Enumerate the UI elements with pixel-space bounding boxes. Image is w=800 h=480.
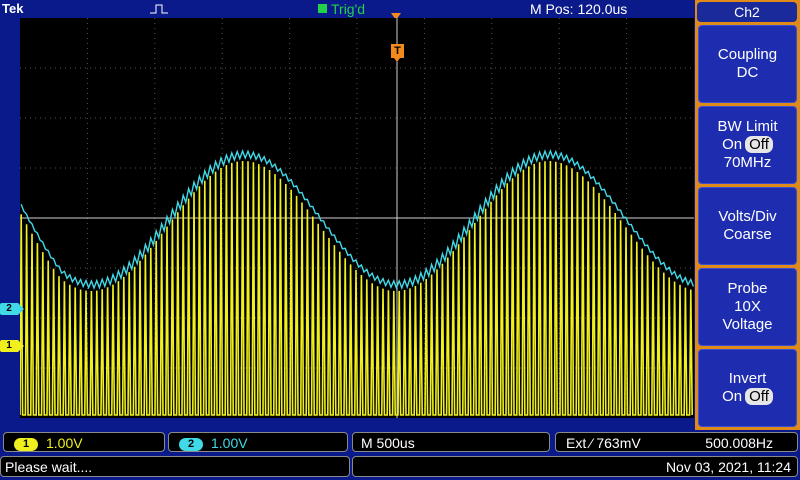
coupling-button[interactable]: Coupling DC <box>698 25 797 103</box>
top-status-bar: Tek Trig'd M Pos: 120.0us <box>0 0 694 18</box>
trigger-status-icon <box>318 4 327 13</box>
trigger-time-marker[interactable]: T <box>391 44 404 58</box>
ch1-scale-readout[interactable]: 1 1.00V <box>3 432 165 452</box>
waveforms <box>20 18 694 418</box>
side-menu: Ch2 Coupling DC BW Limit On Off 70MHz Vol… <box>695 0 800 430</box>
ch1-scale: 1.00V <box>46 435 83 451</box>
probe-button[interactable]: Probe 10X Voltage <box>698 268 797 346</box>
ch2-ground-marker[interactable]: 2 <box>0 303 18 315</box>
datetime: Nov 03, 2021, 11:24 <box>666 457 791 477</box>
probe-type: Voltage <box>722 316 772 334</box>
volts-div-value: Coarse <box>723 226 771 244</box>
ch2-scale-readout[interactable]: 2 1.00V <box>168 432 348 452</box>
ch1-waveform <box>20 161 692 415</box>
trigger-status: Trig'd <box>318 1 365 17</box>
trigger-readout[interactable]: Ext ⁄ 763mV 500.008Hz <box>555 432 798 452</box>
horizontal-position: M Pos: 120.0us <box>530 1 627 17</box>
datetime-box: Nov 03, 2021, 11:24 <box>352 456 798 477</box>
coupling-value: DC <box>737 64 759 82</box>
volts-div-button[interactable]: Volts/Div Coarse <box>698 187 797 265</box>
coupling-label: Coupling <box>718 46 777 64</box>
probe-label: Probe <box>727 280 767 298</box>
invert-label: Invert <box>729 370 767 388</box>
bw-limit-label: BW Limit <box>718 118 778 136</box>
trigger-level: Ext ⁄ 763mV <box>566 435 641 451</box>
ch1-ground-marker[interactable]: 1 <box>0 340 18 352</box>
brand-label: Tek <box>2 1 23 16</box>
bw-limit-toggle: On Off <box>722 136 773 154</box>
trigger-edge-icon <box>150 3 170 15</box>
bw-limit-value: 70MHz <box>724 154 772 172</box>
waveform-display: T <box>20 18 694 418</box>
bw-limit-button[interactable]: BW Limit On Off 70MHz <box>698 106 797 184</box>
ch2-badge: 2 <box>179 438 203 451</box>
menu-title: Ch2 <box>697 2 797 22</box>
status-message: Please wait.... <box>0 456 350 477</box>
ch1-badge: 1 <box>14 438 38 451</box>
invert-button[interactable]: Invert On Off <box>698 349 797 427</box>
invert-toggle: On Off <box>722 388 773 406</box>
trigger-frequency: 500.008Hz <box>705 433 773 453</box>
volts-div-label: Volts/Div <box>718 208 776 226</box>
ch2-scale: 1.00V <box>211 435 248 451</box>
probe-ratio: 10X <box>734 298 761 316</box>
timebase-readout[interactable]: M 500us <box>352 432 550 452</box>
timebase: M 500us <box>361 435 415 451</box>
